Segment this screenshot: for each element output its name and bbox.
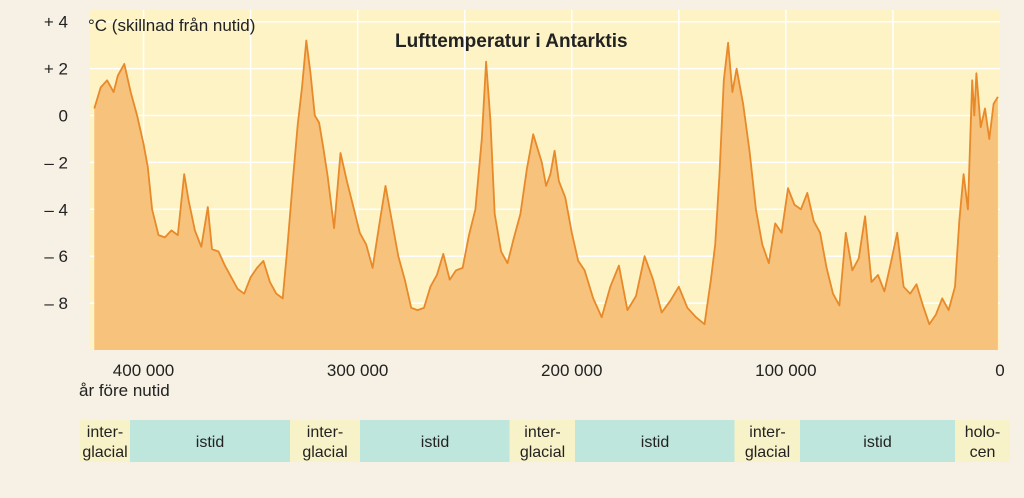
period-band-bg: [80, 420, 1010, 462]
y-tick-label: – 6: [44, 247, 68, 266]
period-band-label: inter-glacial: [520, 424, 565, 461]
y-tick-label: + 2: [44, 60, 68, 79]
period-band-label: inter-glacial: [302, 424, 347, 461]
period-band-label: istid: [196, 434, 224, 451]
y-tick-label: – 8: [44, 294, 68, 313]
y-tick-label: 0: [59, 107, 68, 126]
y-axis-ticks: + 4 + 2 0 – 2 – 4 – 6 – 8: [44, 13, 68, 313]
x-tick-label: 400 000: [113, 361, 174, 380]
x-axis-label: år före nutid: [79, 381, 170, 400]
period-band-label: inter-glacial: [745, 424, 790, 461]
temperature-line: [93, 39, 999, 326]
period-band-label: istid: [863, 434, 891, 451]
chart-title: Lufttemperatur i Antarktis: [395, 31, 628, 52]
period-band-label: holo-cen: [965, 424, 1001, 461]
period-band-label: istid: [641, 434, 669, 451]
period-band: inter-glacial istid inter-glacial istid inte…: [80, 420, 1010, 462]
y-unit-label: °C (skillnad från nutid): [88, 16, 255, 35]
x-tick-label: 300 000: [327, 361, 388, 380]
x-tick-label: 200 000: [541, 361, 602, 380]
temperature-area: [94, 40, 998, 350]
y-tick-label: + 4: [44, 13, 68, 32]
y-tick-label: – 4: [44, 200, 68, 219]
x-tick-label: 0: [995, 361, 1004, 380]
y-tick-label: – 2: [44, 153, 68, 172]
period-band-label: inter-glacial: [82, 424, 127, 461]
x-axis-ticks: 400 000 300 000 200 000 100 000 0: [113, 361, 1005, 380]
x-tick-label: 100 000: [755, 361, 816, 380]
period-band-label: istid: [421, 434, 449, 451]
